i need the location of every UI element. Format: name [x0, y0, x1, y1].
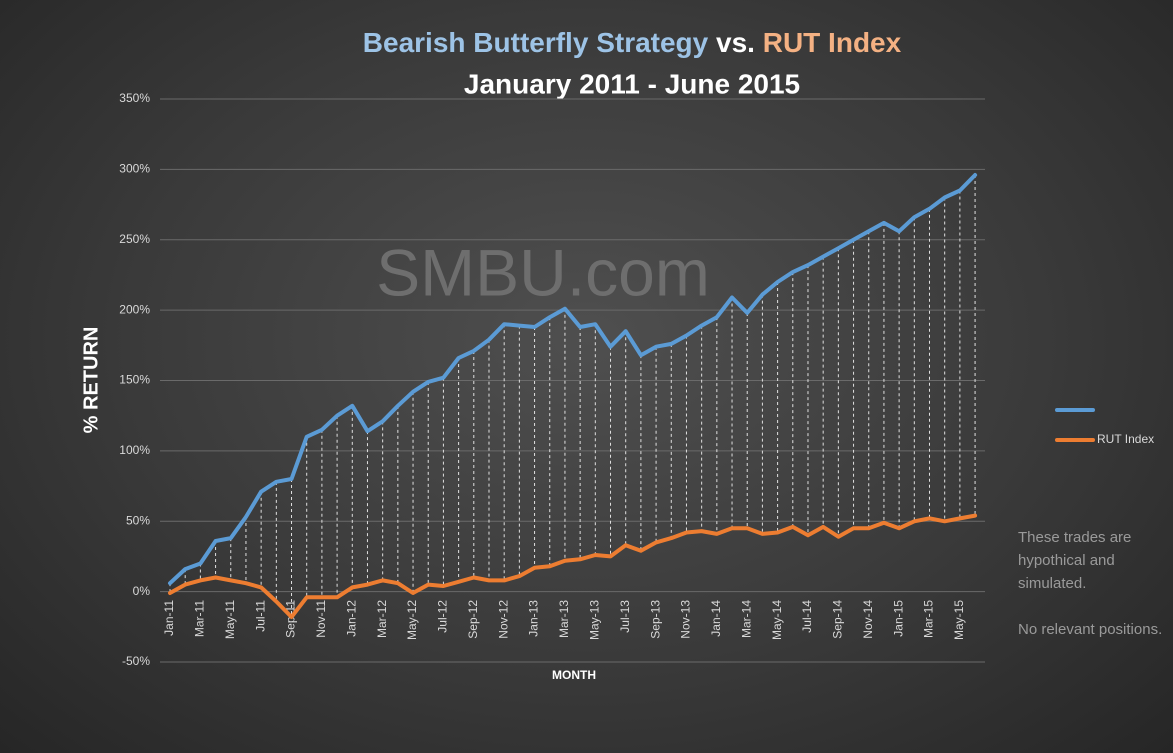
x-tick-label: May-13 — [587, 600, 601, 640]
watermark: SMBU.com — [376, 235, 710, 309]
x-tick-label: Sep-14 — [831, 600, 845, 639]
note: These trades are hypothical and simulate… — [1018, 526, 1168, 664]
x-tick-label: Jul-13 — [618, 600, 632, 633]
title-part: vs. — [716, 27, 755, 58]
y-tick-label: 50% — [126, 513, 150, 527]
y-tick-label: -50% — [122, 654, 150, 668]
x-tick-label: Jan-11 — [162, 600, 176, 636]
x-tick-label: May-14 — [770, 600, 784, 640]
x-tick-label: Mar-13 — [557, 600, 571, 638]
x-tick-label: Jul-12 — [436, 600, 450, 633]
x-tick-label: Nov-12 — [496, 600, 510, 639]
x-tick-label: Mar-15 — [922, 600, 936, 638]
x-tick-label: Jan-14 — [709, 600, 723, 637]
chart-subtitle: January 2011 - June 2015 — [464, 68, 800, 99]
chart-title: Bearish Butterfly Strategy vs. RUT Index — [363, 27, 902, 58]
x-tick-label: Mar-11 — [193, 600, 207, 637]
x-tick-label: Jan-15 — [891, 600, 905, 637]
series-line — [168, 513, 978, 619]
y-tick-label: 250% — [119, 232, 150, 246]
y-tick-label: 200% — [119, 302, 150, 316]
legend-label: RUT Index — [1097, 432, 1154, 446]
x-tick-label: Sep-12 — [466, 600, 480, 639]
x-tick-label: Mar-12 — [375, 600, 389, 638]
y-axis-label: % RETURN — [80, 327, 102, 434]
y-tick-label: 350% — [119, 91, 150, 105]
y-tick-label: 100% — [119, 443, 150, 457]
x-tick-label: May-12 — [405, 600, 419, 640]
x-tick-label: Jul-11 — [253, 600, 267, 632]
y-tick-label: 0% — [133, 584, 151, 598]
note-line: These trades are hypothical and simulate… — [1018, 529, 1132, 592]
x-tick-label: Jan-13 — [527, 600, 541, 637]
x-axis-label: MONTH — [552, 668, 596, 682]
series-line — [168, 173, 978, 586]
title-part: Bearish Butterfly Strategy — [363, 27, 709, 58]
x-tick-label: Sep-13 — [648, 600, 662, 639]
x-tick-label: Nov-14 — [861, 600, 875, 639]
x-tick-label: Jul-14 — [800, 600, 814, 633]
y-tick-label: 300% — [119, 162, 150, 176]
x-tick-label: Mar-14 — [739, 600, 753, 638]
x-tick-label: May-11 — [223, 600, 237, 639]
note-line: No relevant positions. — [1018, 621, 1163, 638]
x-tick-label: Jan-12 — [344, 600, 358, 637]
y-tick-label: 150% — [119, 373, 150, 387]
x-tick-label: Nov-13 — [679, 600, 693, 639]
x-tick-label: May-15 — [952, 600, 966, 640]
title-part: RUT Index — [763, 27, 902, 58]
x-tick-label: Nov-11 — [314, 600, 328, 638]
